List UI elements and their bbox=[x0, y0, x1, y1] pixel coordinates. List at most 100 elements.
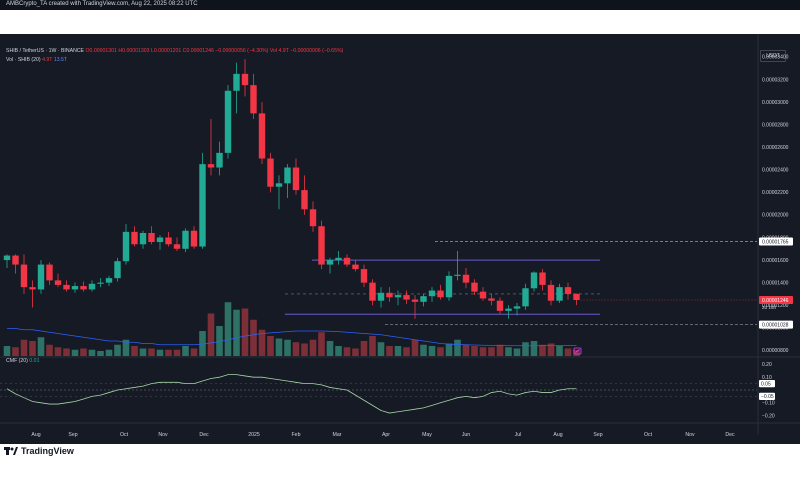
candle-body bbox=[182, 230, 189, 249]
candle-body bbox=[505, 308, 512, 311]
volume-bar bbox=[284, 339, 291, 356]
price-tick: 0.00001200 bbox=[762, 303, 789, 309]
price-tick: 0.00003400 bbox=[762, 55, 789, 61]
price-marker-low-bg bbox=[759, 320, 793, 329]
volume-bar bbox=[275, 338, 283, 356]
volume-bar bbox=[394, 346, 402, 356]
candle-body bbox=[462, 274, 470, 283]
cmf-label: CMF (20) bbox=[6, 358, 28, 364]
candle-body bbox=[513, 306, 521, 309]
candle-body bbox=[12, 255, 19, 265]
candle-body bbox=[471, 282, 478, 292]
candle-body bbox=[114, 261, 121, 279]
candle-body bbox=[437, 290, 444, 298]
volume-bar bbox=[369, 336, 376, 356]
candle-body bbox=[394, 295, 402, 298]
volume-bar bbox=[556, 346, 563, 356]
volume-bar bbox=[292, 342, 300, 356]
candle-body bbox=[318, 226, 325, 265]
candle-body bbox=[97, 282, 104, 284]
candle-body bbox=[326, 260, 334, 265]
candle-body bbox=[29, 287, 36, 290]
candle-body bbox=[173, 244, 181, 249]
time-tick: Mar bbox=[333, 432, 342, 438]
price-tick: 0.00002400 bbox=[762, 168, 789, 174]
candle-body bbox=[556, 287, 563, 301]
candle-body bbox=[233, 73, 240, 91]
price-marker-high: 0.00001765 bbox=[762, 239, 789, 245]
volume-bar bbox=[403, 347, 410, 356]
candle-body bbox=[20, 264, 28, 288]
candle-body bbox=[377, 292, 385, 301]
candle-body bbox=[275, 183, 283, 187]
volume-bar bbox=[377, 342, 385, 356]
volume-bar bbox=[148, 348, 155, 356]
brand-name: TradingView bbox=[21, 446, 74, 456]
candle-body bbox=[105, 278, 113, 283]
time-tick: May bbox=[422, 432, 432, 438]
tradingview-logo[interactable]: TradingView bbox=[4, 446, 74, 456]
volume-value-2: 13.5T bbox=[53, 57, 68, 63]
currency-button[interactable]: USDT bbox=[760, 50, 786, 62]
volume-bar bbox=[462, 344, 470, 356]
volume-bar bbox=[479, 347, 487, 356]
time-tick: Oct bbox=[644, 432, 653, 438]
price-tick: 0.00002800 bbox=[762, 122, 789, 128]
price-tick: 0.00001600 bbox=[762, 258, 789, 264]
volume-bar bbox=[224, 302, 232, 356]
price-marker-high-bg bbox=[759, 237, 793, 246]
candle-body bbox=[335, 257, 342, 261]
candle-body bbox=[216, 152, 223, 168]
volume-bar bbox=[250, 319, 257, 356]
candle-body bbox=[88, 283, 96, 290]
candle-body bbox=[148, 232, 155, 243]
candle-body bbox=[352, 264, 359, 270]
volume-ma-line bbox=[7, 328, 577, 347]
candle-body bbox=[445, 275, 453, 298]
footer: TradingView bbox=[0, 444, 800, 500]
candle-body bbox=[496, 300, 504, 311]
price-tick: 0.00003200 bbox=[762, 77, 789, 83]
candle-body bbox=[301, 190, 308, 210]
volume-bar bbox=[165, 349, 172, 356]
candle-body bbox=[267, 158, 274, 187]
candle-body bbox=[165, 237, 172, 245]
candle-body bbox=[564, 287, 572, 294]
legend-change: −0.00000006 (−0.65%) bbox=[290, 48, 344, 54]
candle-body bbox=[80, 286, 87, 290]
legend-pair: SHIB / TetherUS · 1W · BINANCE bbox=[6, 48, 85, 54]
chart-canvas[interactable]: 0.00003400 0.00003200 0.00003000 0.00002800… bbox=[0, 34, 800, 444]
candle-body bbox=[250, 85, 257, 114]
volume-bar bbox=[207, 313, 215, 356]
price-marker-current: 0.00001246 bbox=[762, 298, 789, 304]
volume-bar bbox=[12, 347, 19, 356]
price-tick: 0.00002200 bbox=[762, 190, 789, 196]
candle-body bbox=[522, 288, 529, 307]
candle-body bbox=[343, 257, 351, 265]
cmf-marker-lower-bg bbox=[759, 392, 775, 400]
price-tick: 0.00002600 bbox=[762, 145, 789, 151]
candle-body bbox=[284, 167, 291, 184]
volume-bar bbox=[241, 308, 249, 356]
candle-body bbox=[573, 293, 580, 301]
price-tick: 0.00000800 bbox=[762, 348, 789, 354]
time-tick: Feb bbox=[292, 432, 301, 438]
time-tick: Oct bbox=[120, 432, 129, 438]
volume-bar bbox=[97, 351, 104, 356]
cmf-tick: −0.10 bbox=[762, 401, 775, 407]
candle-body bbox=[386, 292, 393, 298]
candle-body bbox=[224, 90, 232, 153]
tradingview-icon bbox=[4, 446, 18, 456]
legend-vol-inline: Vol 4.9T bbox=[269, 48, 289, 54]
chart-frame[interactable]: SHIB / TetherUS · 1W · BINANCE O0.000013… bbox=[0, 34, 800, 444]
price-tick: 0.00002000 bbox=[762, 213, 789, 219]
volume-bar bbox=[530, 341, 538, 356]
volume-bar bbox=[199, 331, 206, 356]
volume-value-1: 4.9T bbox=[42, 57, 53, 63]
volume-label: Vol · SHIB (20) bbox=[6, 57, 41, 63]
candle-body bbox=[3, 255, 11, 261]
volume-bar bbox=[216, 326, 223, 356]
volume-bar bbox=[131, 346, 138, 356]
volume-bar bbox=[20, 339, 28, 356]
candle-body bbox=[139, 232, 147, 245]
